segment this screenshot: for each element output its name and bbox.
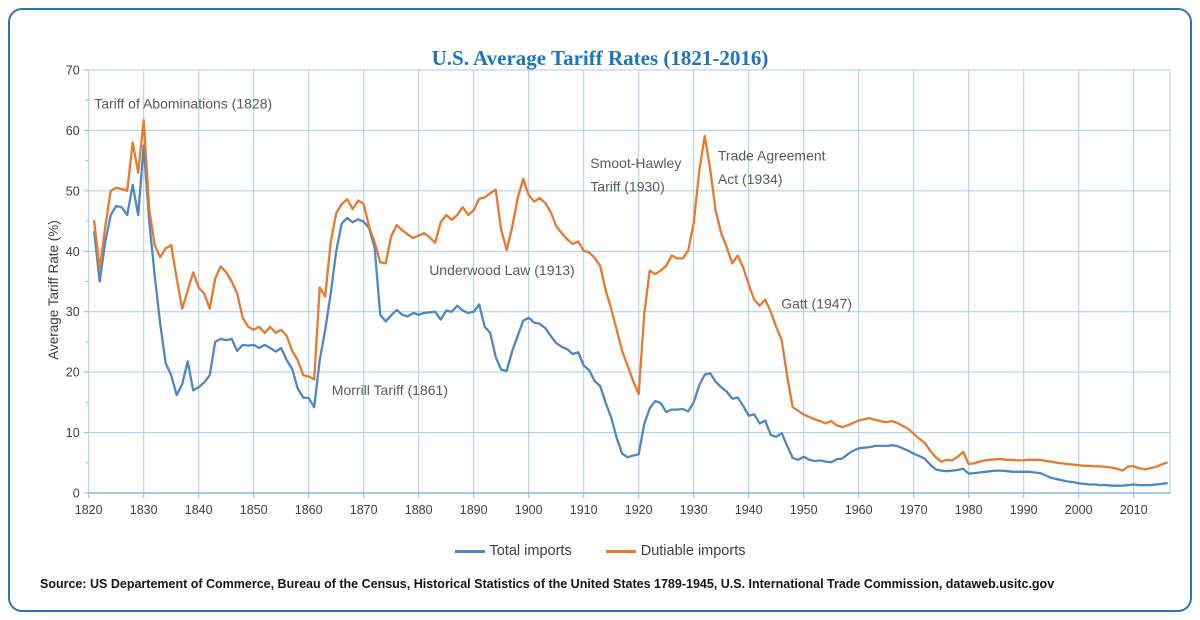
x-tick-label: 1980 bbox=[955, 503, 983, 517]
x-tick-label: 1870 bbox=[350, 503, 378, 517]
x-tick-label: 1820 bbox=[75, 503, 103, 517]
x-tick-label: 1930 bbox=[680, 503, 708, 517]
x-tick-label: 1960 bbox=[845, 503, 873, 517]
y-tick-label: 40 bbox=[66, 245, 80, 259]
x-tick-label: 1880 bbox=[405, 503, 433, 517]
legend-item-dutiable-imports: Dutiable imports bbox=[605, 543, 746, 559]
plot-area: 0 10 20 30 40 50 60 70 1820 1830 1840 1850 1860 1870 1… bbox=[66, 63, 1171, 517]
annotation-text: Tariff of Abominations (1828) bbox=[94, 96, 272, 112]
annotation-text: Trade Agreement Act (1934) bbox=[718, 148, 826, 188]
legend-item-total-imports: Total imports bbox=[454, 543, 572, 559]
x-tick-label: 1990 bbox=[1010, 503, 1038, 517]
annotation-text: Underwood Law (1913) bbox=[429, 262, 575, 278]
y-tick-label: 10 bbox=[66, 426, 80, 440]
legend-label-dutiable-imports: Dutiable imports bbox=[640, 543, 746, 559]
y-tick-label: 0 bbox=[73, 487, 80, 501]
y-tick-label: 50 bbox=[66, 184, 80, 198]
annotation-text: Morrill Tariff (1861) bbox=[332, 382, 448, 398]
x-tick-label: 1830 bbox=[130, 503, 158, 517]
source-note: Source: US Departement of Commerce, Bure… bbox=[40, 577, 1055, 591]
chart-title: U.S. Average Tariff Rates (1821-2016) bbox=[431, 46, 769, 70]
annotation-text: Gatt (1947) bbox=[781, 296, 852, 312]
x-tick-label: 2010 bbox=[1120, 503, 1148, 517]
series-line-dutiable-imports bbox=[93, 119, 1168, 472]
y-tick-label: 30 bbox=[66, 305, 80, 319]
x-tick-label: 1900 bbox=[515, 503, 543, 517]
x-tick-label: 1890 bbox=[460, 503, 488, 517]
legend-swatch-dutiable-imports bbox=[605, 549, 636, 553]
x-tick-label: 1970 bbox=[900, 503, 928, 517]
legend: Total imports Dutiable imports bbox=[10, 543, 1190, 559]
x-tick-label: 1840 bbox=[185, 503, 213, 517]
x-tick-label: 1920 bbox=[625, 503, 653, 517]
x-tick-label: 1850 bbox=[240, 503, 268, 517]
legend-swatch-total-imports bbox=[454, 549, 485, 553]
y-tick-label: 60 bbox=[66, 124, 80, 138]
annotation-text: Smoot-Hawley Tariff (1930) bbox=[590, 155, 681, 195]
y-tick-label: 20 bbox=[66, 366, 80, 380]
series-line-total-imports bbox=[93, 144, 1168, 487]
x-tick-label: 1860 bbox=[295, 503, 323, 517]
x-tick-label: 1940 bbox=[735, 503, 763, 517]
legend-label-total-imports: Total imports bbox=[489, 543, 572, 559]
y-tick-label: 70 bbox=[66, 63, 80, 77]
x-tick-label: 1910 bbox=[570, 503, 598, 517]
x-tick-label: 1950 bbox=[790, 503, 818, 517]
chart-frame: U.S. Average Tariff Rates (1821-2016) 0 1… bbox=[8, 8, 1192, 612]
x-tick-label: 2000 bbox=[1065, 503, 1093, 517]
y-axis-title: Average Tariff Rate (%) bbox=[46, 220, 61, 360]
